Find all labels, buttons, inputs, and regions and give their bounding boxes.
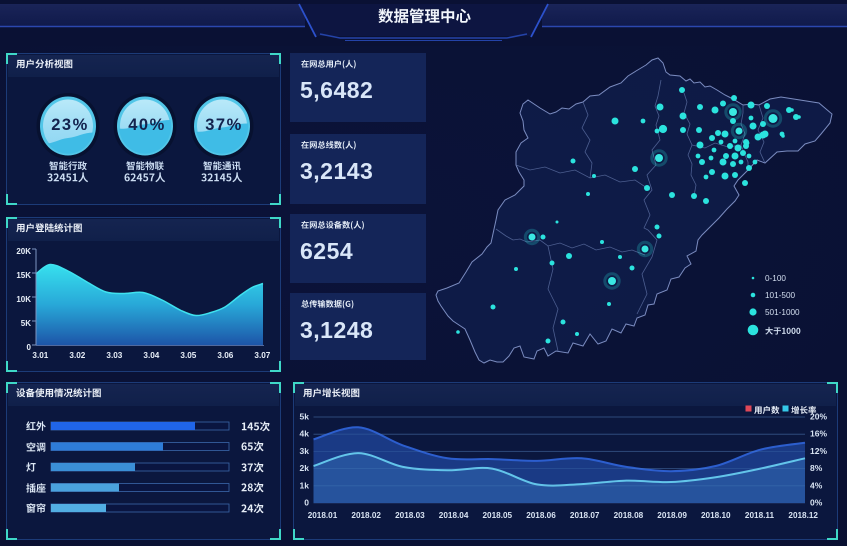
svg-text:3k: 3k [300, 446, 310, 456]
svg-text:3.05: 3.05 [180, 351, 196, 360]
svg-text:20%: 20% [810, 412, 827, 422]
svg-text:0%: 0% [810, 498, 823, 508]
svg-text:2018.06: 2018.06 [526, 511, 556, 520]
svg-text:0: 0 [27, 343, 32, 352]
svg-text:101-500: 101-500 [765, 291, 795, 300]
svg-text:2018.07: 2018.07 [570, 511, 600, 520]
svg-text:3.04: 3.04 [143, 351, 159, 360]
svg-text:2018.05: 2018.05 [482, 511, 512, 520]
svg-text:3.06: 3.06 [217, 351, 233, 360]
svg-text:20K: 20K [16, 247, 31, 256]
svg-text:2018.02: 2018.02 [351, 511, 381, 520]
svg-text:12%: 12% [810, 446, 827, 456]
svg-text:4k: 4k [300, 429, 310, 439]
svg-text:2018.11: 2018.11 [745, 511, 775, 520]
svg-text:3.07: 3.07 [254, 351, 270, 360]
svg-text:2k: 2k [300, 463, 310, 473]
svg-text:3.01: 3.01 [32, 351, 48, 360]
svg-text:0-100: 0-100 [765, 274, 786, 283]
svg-text:5K: 5K [21, 319, 31, 328]
svg-text:2018.03: 2018.03 [395, 511, 425, 520]
svg-text:5k: 5k [300, 412, 310, 422]
svg-text:1k: 1k [300, 480, 310, 490]
svg-text:10K: 10K [16, 295, 31, 304]
svg-text:2018.12: 2018.12 [788, 511, 818, 520]
svg-text:15K: 15K [16, 271, 31, 280]
svg-text:2018.01: 2018.01 [308, 511, 338, 520]
svg-text:501-1000: 501-1000 [765, 308, 800, 317]
svg-text:4%: 4% [810, 480, 823, 490]
svg-text:16%: 16% [810, 429, 827, 439]
svg-text:3.03: 3.03 [106, 351, 122, 360]
svg-text:2018.04: 2018.04 [439, 511, 469, 520]
svg-text:2018.10: 2018.10 [701, 511, 731, 520]
svg-text:2018.09: 2018.09 [657, 511, 687, 520]
svg-text:8%: 8% [810, 463, 823, 473]
svg-text:3.02: 3.02 [69, 351, 85, 360]
svg-text:0: 0 [304, 498, 309, 508]
svg-text:2018.08: 2018.08 [614, 511, 644, 520]
